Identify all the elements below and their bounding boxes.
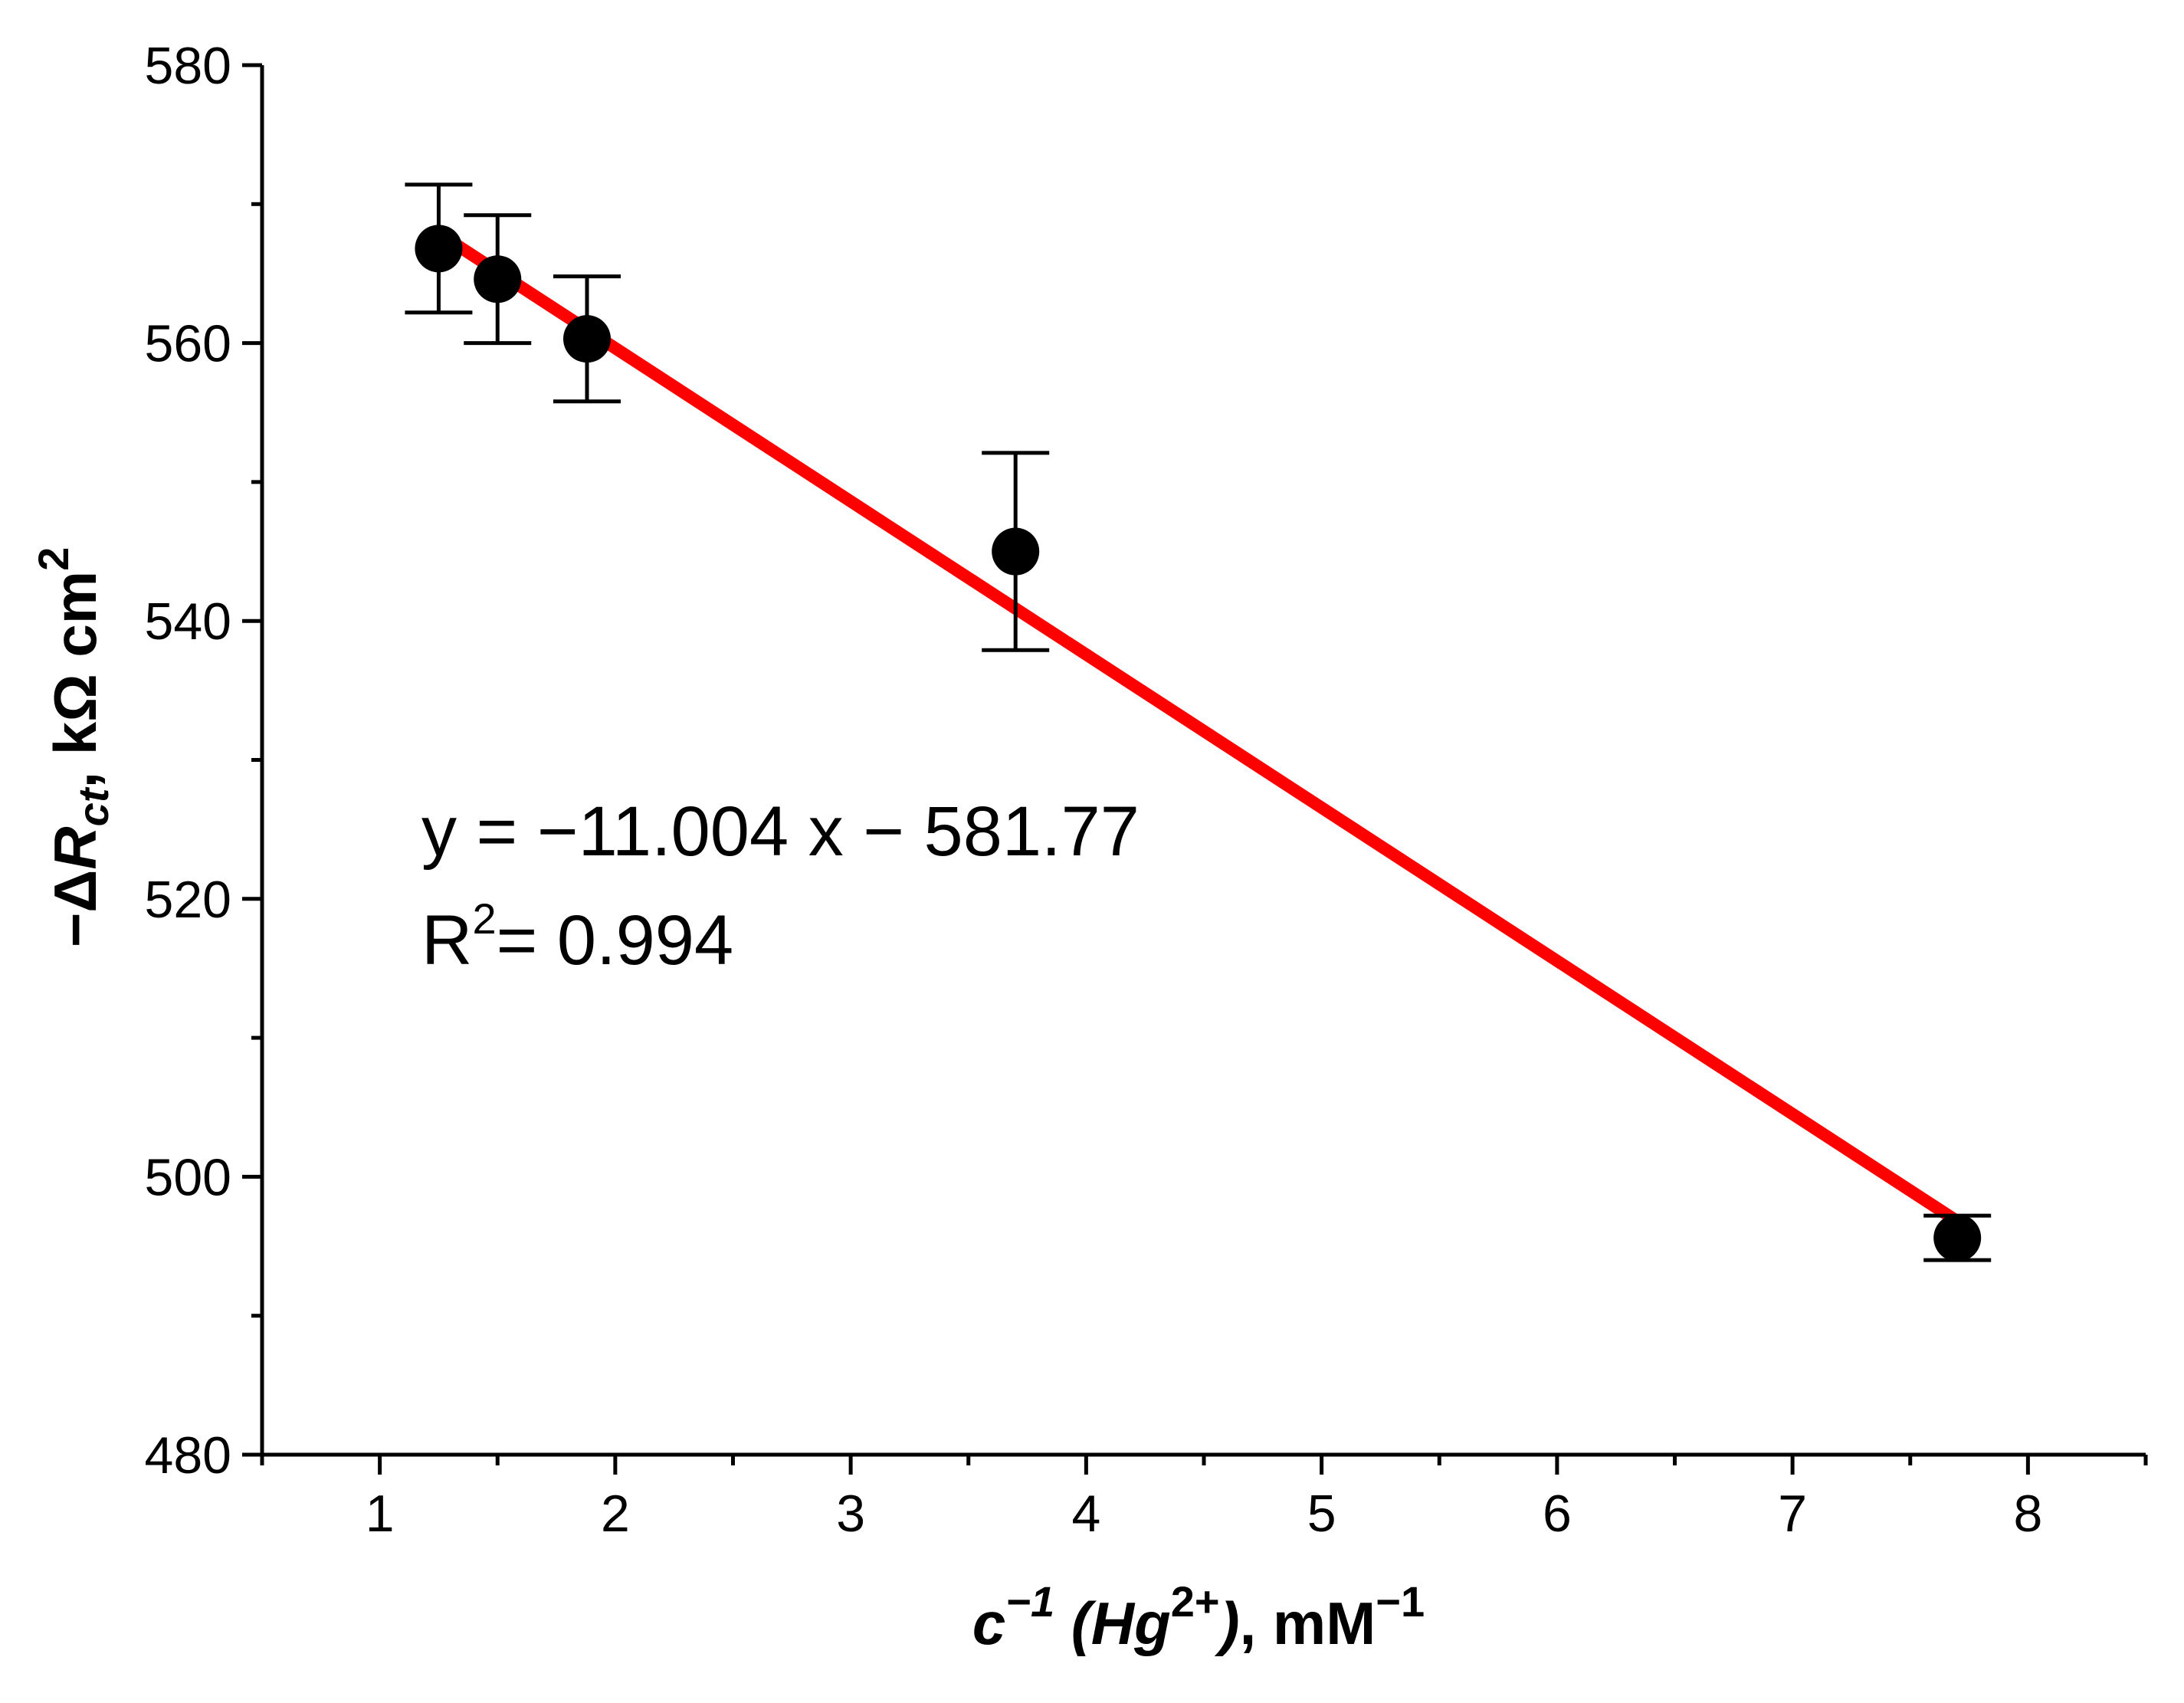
y-tick-label: 560 — [145, 315, 231, 373]
x-axis-ticks: 1 2 3 4 5 6 7 8 — [260, 1455, 2148, 1543]
x-tick-label: 2 — [601, 1485, 630, 1543]
fit-line-layer — [432, 227, 1964, 1228]
x-title-unit-exponent: −1 — [1376, 1577, 1425, 1626]
y-title-symbol: R — [41, 826, 109, 869]
x-axis-title: c−1 (Hg2+), mM−1 — [972, 1577, 1425, 1657]
axes: 480 500 520 540 560 580 1 2 3 4 5 6 7 8 — [145, 37, 2148, 1543]
y-title-subscript: ct — [69, 786, 117, 826]
y-tick-label: 540 — [145, 592, 231, 651]
x-tick-label: 8 — [2013, 1485, 2042, 1543]
x-tick-label: 6 — [1543, 1485, 1572, 1543]
r2-value: = 0.994 — [497, 901, 734, 979]
y-title-prefix: −Δ — [41, 870, 109, 948]
x-title-exponent: −1 — [1005, 1577, 1054, 1626]
data-point — [563, 315, 612, 363]
x-tick-label: 5 — [1307, 1485, 1336, 1543]
fit-equation: y = −11.004 x − 581.77 — [421, 792, 1140, 871]
data-markers — [415, 225, 1982, 1262]
data-point — [415, 225, 463, 273]
x-title-unit: , mM — [1240, 1590, 1376, 1657]
y-tick-label: 500 — [145, 1148, 231, 1206]
data-point — [1933, 1214, 1982, 1262]
r2-label: R — [421, 901, 472, 979]
r2-exponent: 2 — [472, 894, 496, 943]
fit-line — [432, 227, 1964, 1228]
y-title-unit: kΩ cm — [41, 571, 109, 772]
y-axis-ticks: 480 500 520 540 560 580 — [145, 37, 262, 1485]
x-title-charge: 2+ — [1171, 1577, 1220, 1626]
x-tick-label: 4 — [1071, 1485, 1100, 1543]
x-title-symbol: c — [972, 1590, 1005, 1657]
x-tick-label: 1 — [366, 1485, 395, 1543]
y-tick-label: 480 — [145, 1426, 231, 1485]
data-point — [474, 255, 522, 304]
y-title-unit-exponent: 2 — [29, 547, 77, 571]
y-axis-title: −ΔRct, kΩ cm2 — [29, 547, 117, 948]
data-point — [992, 527, 1040, 576]
y-tick-label: 520 — [145, 871, 231, 929]
x-tick-label: 7 — [1778, 1485, 1807, 1543]
x-tick-label: 3 — [836, 1485, 865, 1543]
x-title-species: Hg — [1091, 1590, 1171, 1657]
y-title-comma: , — [41, 772, 109, 789]
x-title-open-paren: ( — [1054, 1590, 1097, 1657]
y-tick-label: 580 — [145, 37, 231, 95]
r-squared-annotation: R2= 0.994 — [421, 894, 733, 979]
